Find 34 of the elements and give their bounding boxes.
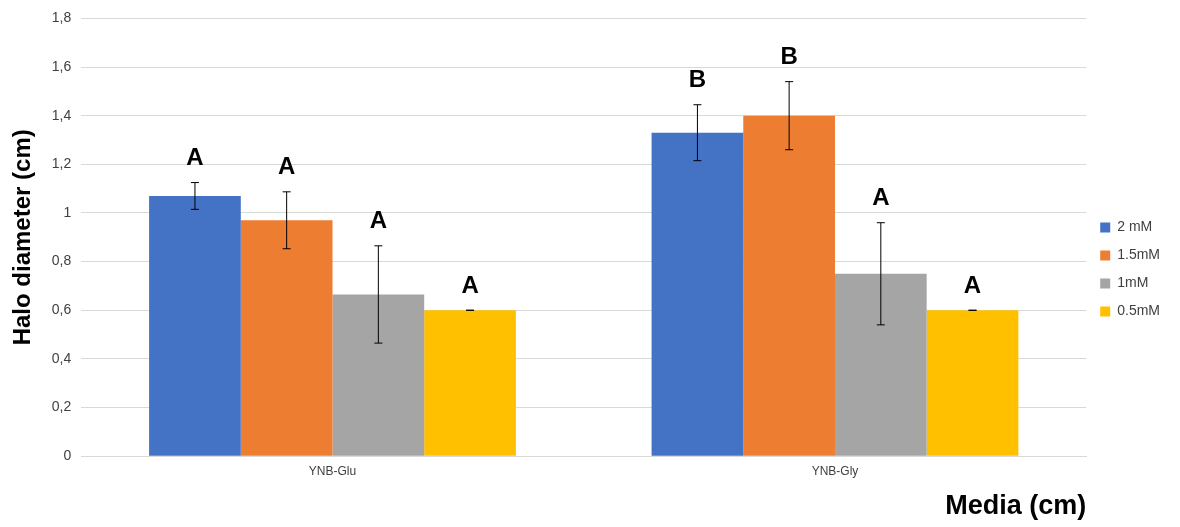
bar xyxy=(424,310,516,456)
data-label: A xyxy=(963,270,982,298)
data-label: A xyxy=(872,183,890,211)
y-tick-label: 1,2 xyxy=(51,155,72,172)
data-label: A xyxy=(369,206,388,234)
bar xyxy=(926,310,1019,456)
y-tick-label: 0 xyxy=(63,447,72,464)
data-label: B xyxy=(688,65,707,93)
x-tick-label: YNB-Glu xyxy=(308,463,357,478)
legend-label: 1mM xyxy=(1117,274,1149,291)
y-tick-label: 0,2 xyxy=(51,398,72,415)
y-tick-label: 1,4 xyxy=(51,106,72,123)
x-tick-label: YNB-Gly xyxy=(811,463,859,478)
y-axis-title: Halo diameter (cm) xyxy=(8,129,36,346)
legend-label: 1.5mM xyxy=(1117,246,1161,263)
x-axis-title: Media (cm) xyxy=(945,490,1087,521)
data-label: B xyxy=(780,42,798,70)
y-tick-label: 1,8 xyxy=(51,9,72,26)
bar xyxy=(651,132,744,456)
y-tick-label: 1 xyxy=(63,203,72,220)
data-label: A xyxy=(277,152,296,180)
y-tick-label: 0,6 xyxy=(51,301,72,318)
bar xyxy=(332,294,425,456)
bar xyxy=(149,195,241,456)
y-tick-label: 0,4 xyxy=(51,349,72,366)
data-label: A xyxy=(186,143,204,171)
bar xyxy=(743,115,835,456)
y-tick-label: 0,8 xyxy=(51,252,72,269)
bar xyxy=(240,220,333,456)
y-tick-label: 1,6 xyxy=(51,57,72,74)
bar xyxy=(834,273,927,456)
legend-label: 0.5mM xyxy=(1117,302,1161,319)
legend-label: 2 mM xyxy=(1117,218,1153,235)
data-label: A xyxy=(461,270,479,298)
